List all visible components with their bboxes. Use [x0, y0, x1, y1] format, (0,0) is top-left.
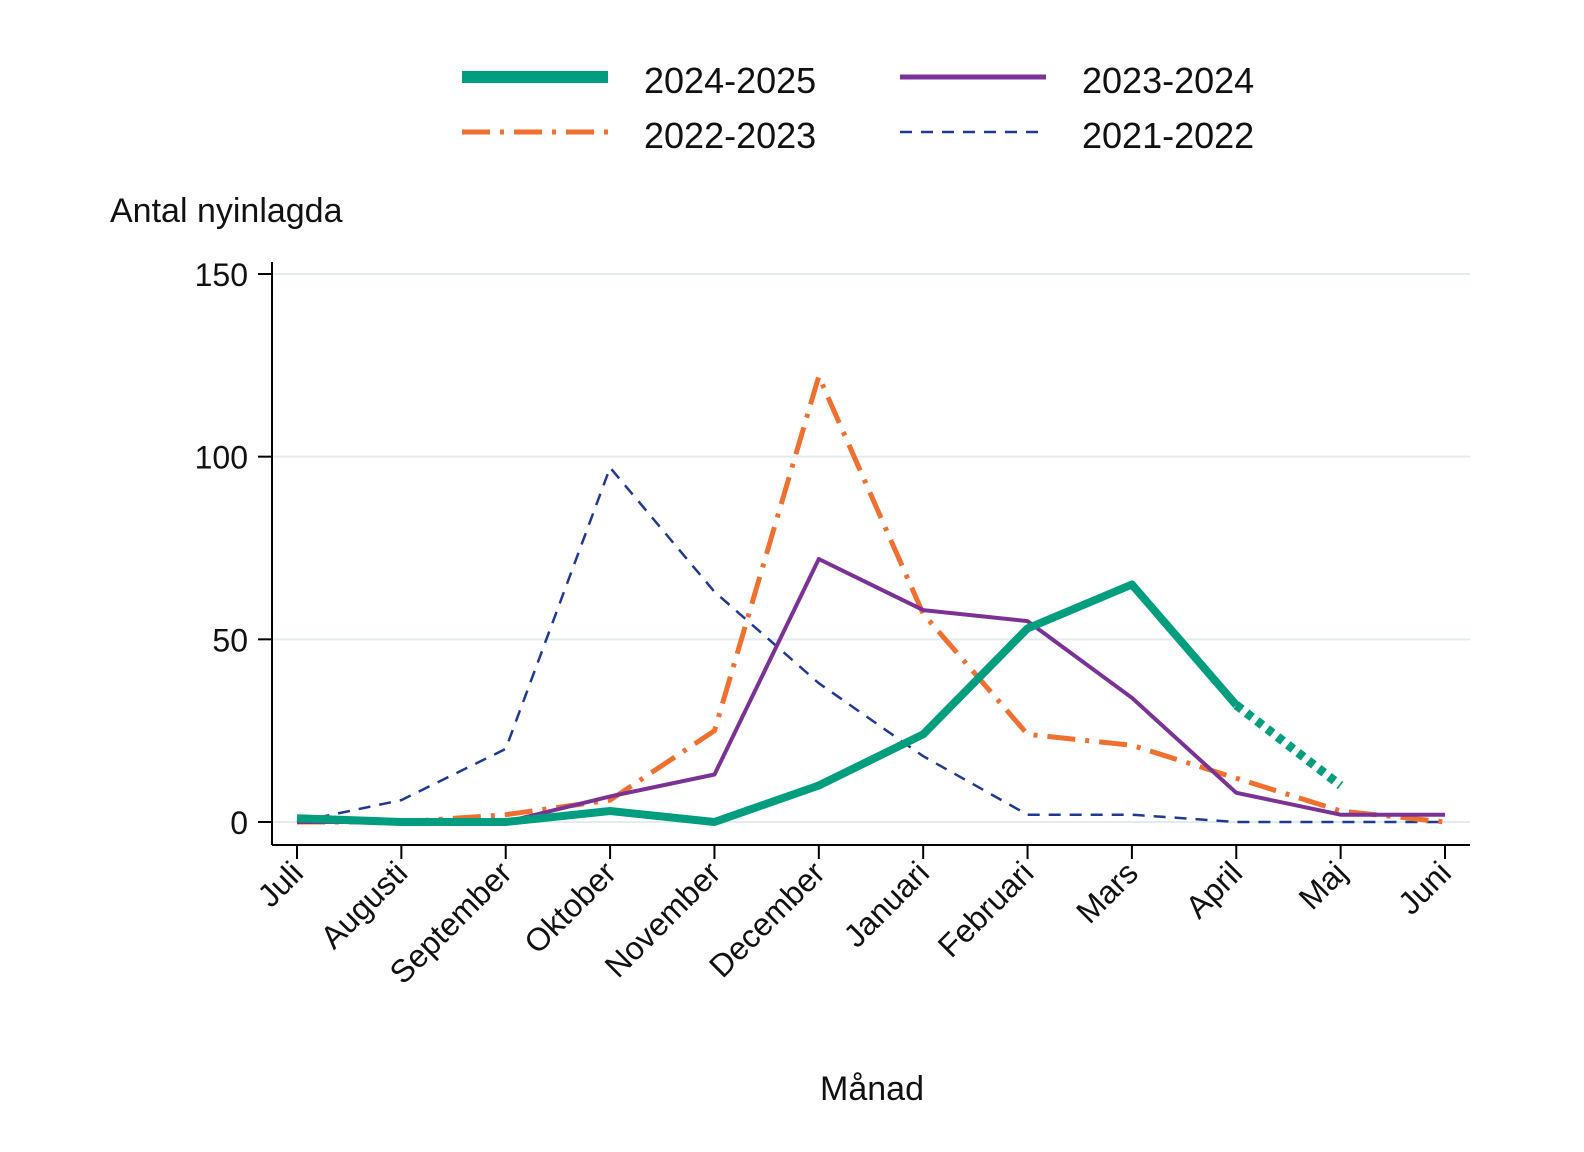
legend-label-2023-2024: 2023-2024: [1082, 60, 1254, 101]
series-2021-2022: [296, 466, 1445, 824]
legend-label-2022-2023: 2022-2023: [644, 115, 816, 156]
x-tick-label: Juni: [1391, 854, 1458, 921]
x-tick-label: Februari: [931, 854, 1041, 964]
y-tick-label: 50: [212, 622, 248, 658]
series-line-2021-2022: [296, 466, 1445, 824]
series-line-2022-2023: [297, 373, 1446, 825]
y-tick-label: 0: [230, 805, 248, 841]
legend-label-2024-2025: 2024-2025: [644, 60, 816, 101]
x-tick-label: Januari: [836, 854, 936, 954]
series-line-2023-2024: [297, 557, 1445, 824]
series-layer: [296, 373, 1446, 826]
series-2024-2025: [296, 580, 1344, 826]
x-axis-title: Månad: [820, 1070, 924, 1108]
x-tick-label: Mars: [1069, 854, 1145, 930]
projected-line-2024-2025: [1233, 701, 1344, 790]
y-tick-label: 100: [195, 440, 248, 476]
x-tick-label: Oktober: [517, 854, 623, 960]
legend: 2024-2025 2023-2024 2022-2023 2021-2022: [462, 60, 1254, 156]
y-axis-title: Antal nyinlagda: [110, 192, 343, 230]
x-tick-label: December: [702, 854, 832, 984]
y-tick-label: 150: [195, 257, 248, 293]
series-2022-2023: [297, 373, 1446, 825]
x-tick-label: Augusti: [313, 854, 414, 955]
gridlines: [272, 273, 1470, 823]
series-line-2024-2025: [296, 580, 1240, 826]
x-tick-label: Juli: [251, 854, 310, 913]
series-2023-2024: [297, 557, 1445, 824]
x-tick-label: Maj: [1292, 854, 1354, 916]
legend-label-2021-2022: 2021-2022: [1082, 115, 1254, 156]
x-tick-label: April: [1179, 854, 1250, 925]
